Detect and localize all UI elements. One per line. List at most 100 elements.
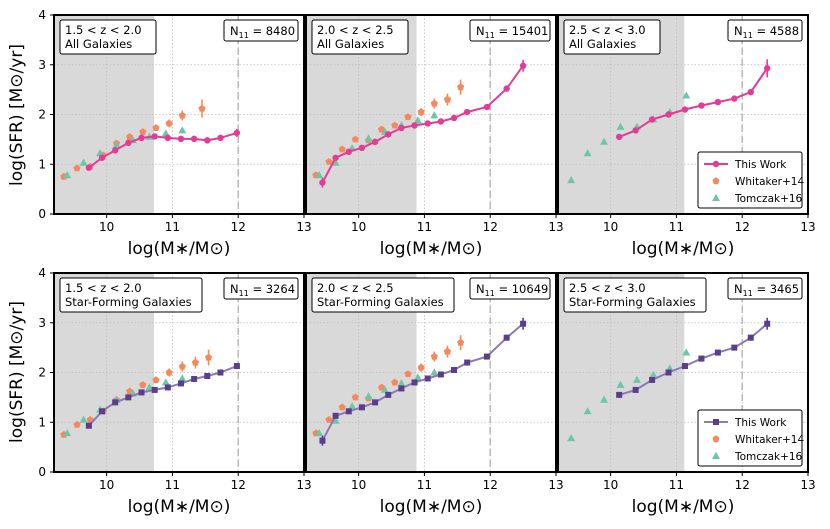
this-work-point [764, 65, 771, 72]
y-tick-label: 4 [38, 8, 46, 22]
y-tick-label: 0 [38, 207, 46, 221]
tomczak-point [567, 175, 576, 184]
whitaker-point [152, 376, 160, 383]
x-tick-label: 12 [231, 478, 246, 492]
y-tick-label: 4 [38, 266, 46, 280]
tomczak-point [96, 149, 105, 157]
legend-whitaker-label: Whitaker+14 [735, 434, 804, 446]
this-work-point [204, 372, 211, 379]
tomczak-point [63, 170, 72, 179]
whitaker-point [165, 119, 173, 127]
n11-label: N11 = 8480 [230, 24, 295, 40]
this-work-point [520, 320, 527, 327]
n11-label: N11 = 3465 [734, 282, 799, 298]
n11-value: = 15401 [495, 24, 549, 38]
n11-box: N11 = 3465 [727, 277, 803, 300]
x-tick-label: 11 [165, 220, 180, 234]
tomczak-point [583, 407, 592, 415]
n11-symbol: N [476, 282, 485, 296]
x-tick-label: 10 [603, 220, 618, 234]
whitaker-point [178, 111, 186, 119]
whitaker-point [443, 95, 452, 103]
this-work-point [217, 134, 224, 142]
y-axis-title-top: log(SFR) [M⊙/yr] [7, 44, 27, 186]
tomczak-point [331, 158, 340, 166]
tomczak-point [632, 375, 641, 383]
this-work-point [483, 103, 491, 111]
tomczak-point [649, 370, 658, 378]
this-work-point [398, 385, 405, 392]
whitaker-point [325, 416, 333, 423]
this-work-point [151, 133, 158, 140]
whitaker-point [351, 393, 359, 401]
legend-this-work-label: This Work [734, 159, 787, 171]
whitaker-point [338, 403, 346, 411]
whitaker-point [205, 353, 213, 361]
this-work-point [345, 148, 352, 156]
this-work-point [204, 137, 211, 144]
y-tick-label: 2 [38, 108, 46, 122]
n11-symbol: N [734, 282, 743, 296]
tomczak-point [616, 380, 625, 388]
whitaker-point [430, 352, 438, 360]
x-axis-title: log(M∗/M⊙) [128, 497, 231, 517]
legend-this-work-label: This Work [734, 417, 787, 429]
panel-redshift-label: 2.0 < z < 2.5 [317, 281, 394, 295]
n11-subscript: 11 [743, 31, 753, 40]
this-work-point [233, 129, 241, 137]
tomczak-point [63, 428, 72, 437]
n11-value: = 3465 [753, 282, 799, 296]
n11-value: = 4588 [753, 24, 799, 38]
this-work-point [358, 144, 366, 152]
x-tick-label: 12 [483, 220, 498, 234]
x-axis-title: log(M∗/M⊙) [632, 239, 735, 259]
panel-sample-label: All Galaxies [569, 37, 636, 51]
this-work-point [125, 394, 132, 401]
n11-box: N11 = 10649 [469, 277, 551, 300]
this-work-point [714, 98, 722, 106]
this-work-point [371, 138, 379, 146]
panel-frame [557, 272, 809, 473]
n11-subscript: 11 [485, 31, 495, 40]
this-work-point [747, 334, 754, 341]
tomczak-point [145, 383, 154, 391]
y-tick-label: 3 [38, 316, 46, 330]
this-work-point [385, 391, 392, 398]
this-work-point [437, 371, 444, 378]
this-work-point [138, 134, 145, 142]
this-work-point [616, 391, 623, 398]
panel-sample-label: Star-Forming Galaxies [569, 295, 696, 309]
panel-frame [305, 14, 557, 215]
whitaker-point [457, 83, 465, 91]
x-tick-label: 11 [165, 478, 180, 492]
this-work-point [358, 404, 365, 411]
x-tick-label: 10 [603, 478, 618, 492]
y-axis-title-bottom: log(SFR) [M⊙/yr] [7, 301, 27, 443]
whitaker-point [152, 124, 160, 131]
panel-sample-label: All Galaxies [317, 37, 384, 51]
this-work-point [111, 147, 119, 154]
whitaker-point [443, 347, 452, 355]
this-work-point [85, 422, 92, 429]
tomczak-point [430, 111, 439, 119]
this-work-point [665, 111, 672, 118]
tomczak-point [364, 392, 373, 400]
whitaker-point [73, 420, 81, 428]
this-work-point [372, 399, 379, 406]
n11-box-frame [727, 19, 803, 42]
whitaker-point [457, 338, 465, 346]
tomczak-point [567, 433, 576, 442]
n11-value: = 3264 [249, 282, 295, 296]
this-work-point [649, 376, 656, 383]
tomczak-point [413, 373, 422, 381]
y-tick-label: 3 [38, 58, 46, 72]
x-tick-label: 10 [99, 220, 114, 234]
this-work-point [764, 320, 771, 327]
x-axis-title: log(M∗/M⊙) [380, 239, 483, 259]
legend-this-work-marker [713, 419, 719, 425]
this-work-point [332, 154, 339, 161]
this-work-point [345, 408, 352, 415]
legend-tomczak-marker [712, 451, 720, 459]
